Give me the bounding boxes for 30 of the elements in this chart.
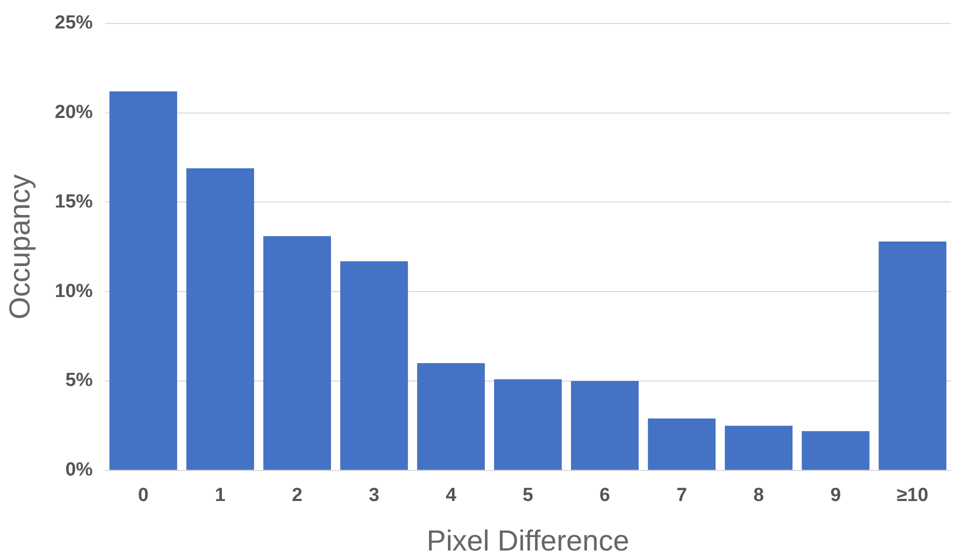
bar <box>109 91 178 470</box>
x-tick-label: 3 <box>368 485 380 506</box>
bar <box>494 379 562 470</box>
bar <box>340 261 408 470</box>
y-axis-title: Occupancy <box>4 174 36 320</box>
x-tick-label: 9 <box>830 485 841 506</box>
x-tick-label: 1 <box>214 485 226 506</box>
x-axis-title: Pixel Difference <box>426 526 630 558</box>
bar <box>186 168 254 470</box>
bar <box>648 418 716 470</box>
y-tick-label: 0% <box>65 460 93 481</box>
x-tick-label: 6 <box>600 485 610 506</box>
x-tick-label: 5 <box>522 485 534 506</box>
x-tick-label: ≥10 <box>896 485 928 506</box>
y-tick-label: 10% <box>54 280 93 302</box>
bar <box>570 381 639 470</box>
bar <box>263 236 331 470</box>
y-tick-label: 5% <box>65 370 93 392</box>
y-tick-label: 15% <box>54 191 93 212</box>
bar <box>724 426 793 470</box>
x-tick-label: 2 <box>292 485 302 506</box>
y-tick-label: 25% <box>54 12 93 34</box>
bar <box>417 363 485 470</box>
x-tick-label: 7 <box>676 485 688 506</box>
y-tick-label: 20% <box>54 102 93 124</box>
x-tick-label: 8 <box>753 485 764 506</box>
x-tick-label: 0 <box>138 485 149 506</box>
bar <box>802 431 870 470</box>
x-tick-label: 4 <box>446 485 457 506</box>
bar <box>878 242 946 470</box>
